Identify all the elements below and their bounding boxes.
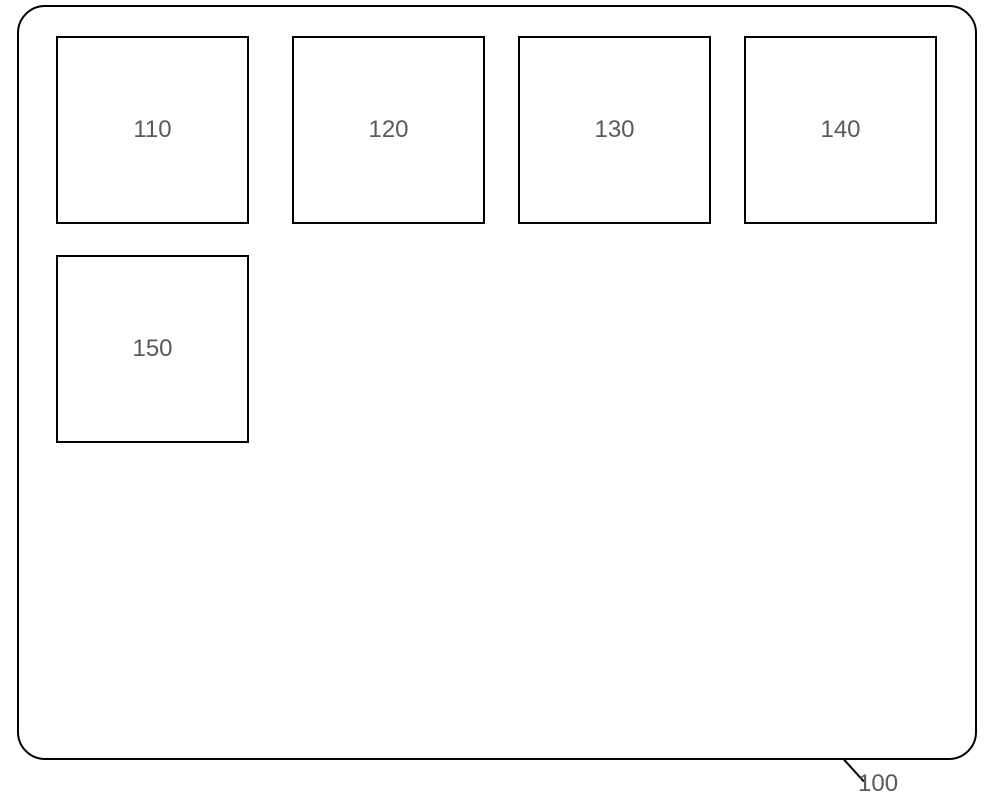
block-label: 150 [132, 335, 172, 363]
block-150: 150 [56, 255, 249, 443]
block-label: 120 [368, 116, 408, 144]
block-label: 130 [594, 116, 634, 144]
block-130: 130 [518, 36, 711, 224]
block-140: 140 [744, 36, 937, 224]
diagram-canvas: 110 120 130 140 150 100 [0, 0, 1000, 809]
block-120: 120 [292, 36, 485, 224]
block-label: 140 [820, 116, 860, 144]
frame-label: 100 [858, 770, 898, 798]
block-label: 110 [133, 116, 171, 144]
block-110: 110 [56, 36, 249, 224]
